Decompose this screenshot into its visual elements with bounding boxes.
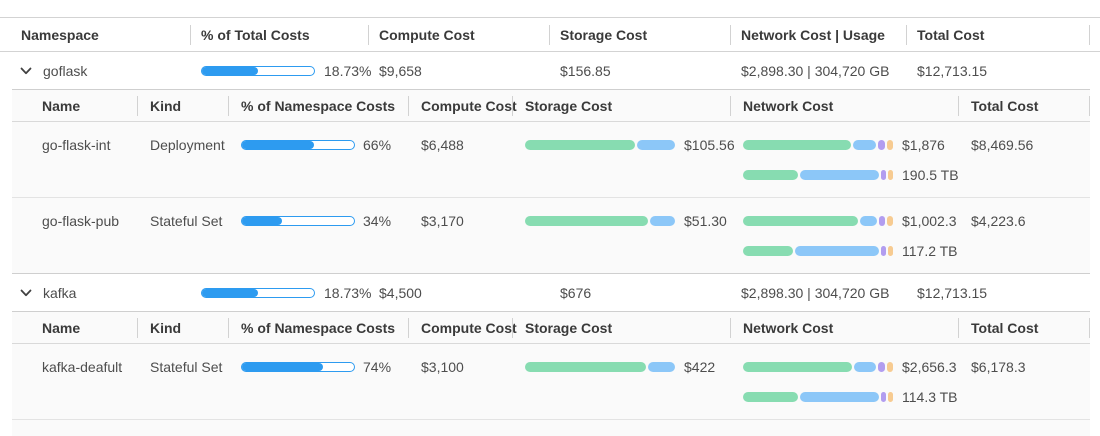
storage-cost-value: $676: [560, 284, 592, 301]
workload-row-go-flask-int[interactable]: go-flask-int Deployment 66% $6,488 $105.…: [12, 122, 1090, 197]
col-header-storage-cost[interactable]: Storage Cost: [512, 98, 730, 114]
pct-total-costs-bar: [201, 65, 315, 76]
col-header-compute-cost[interactable]: Compute Cost: [368, 27, 549, 43]
col-header-total-cost[interactable]: Total Cost: [958, 320, 1090, 336]
network-cost-usage-value: $2,898.30 | 304,720 GB: [741, 62, 890, 79]
col-header-namespace[interactable]: Namespace: [21, 26, 99, 43]
total-cost-value: $12,713.15: [917, 284, 988, 301]
storage-cost-label: $105.56: [684, 137, 735, 153]
chevron-down-icon[interactable]: [20, 67, 32, 75]
storage-cost-value: $156.85: [560, 62, 611, 79]
col-header-network-cost[interactable]: Network Cost: [730, 320, 958, 336]
total-cost-value: $4,223.6: [971, 213, 1026, 229]
workload-row-kafka-deafult[interactable]: kafka-deafult Stateful Set 74% $3,100 $4…: [12, 344, 1090, 419]
namespace-row-kafka[interactable]: kafka 18.73% $4,500 $676 $2,898.30 | 304…: [0, 274, 1100, 311]
storage-cost-bar: [525, 216, 675, 226]
chevron-down-icon[interactable]: [20, 289, 32, 297]
network-cost-bar: [743, 362, 893, 372]
workload-kind: Deployment: [150, 137, 225, 153]
total-cost-value: $6,178.3: [971, 359, 1026, 375]
network-usage-bar: [743, 170, 894, 180]
workload-header-row: Name Kind % of Namespace Costs Compute C…: [12, 90, 1090, 122]
namespace-name: goflask: [43, 62, 88, 79]
col-header-pct-namespace-costs[interactable]: % of Namespace Costs: [228, 98, 408, 114]
pct-namespace-costs-bar: [241, 362, 355, 372]
workload-row-zookeeper[interactable]: zookeeper Stateful Set 26% $1,400 $254 $…: [12, 419, 1090, 436]
col-header-network-cost[interactable]: Network Cost: [730, 98, 958, 114]
namespace-header-row: Namespace % of Total Costs Compute Cost …: [0, 17, 1100, 52]
col-header-compute-cost[interactable]: Compute Cost: [408, 320, 517, 336]
col-header-name[interactable]: Name: [42, 319, 81, 336]
col-header-network-cost-usage[interactable]: Network Cost | Usage: [730, 27, 906, 43]
col-header-name[interactable]: Name: [42, 97, 81, 114]
pct-total-costs-label: 18.73%: [324, 62, 372, 79]
col-header-pct-total-costs[interactable]: % of Total Costs: [190, 27, 368, 43]
pct-namespace-costs-label: 34%: [363, 213, 392, 229]
compute-cost-value: $4,500: [379, 284, 422, 301]
workload-name: kafka-deafult: [42, 359, 123, 375]
col-header-storage-cost[interactable]: Storage Cost: [512, 320, 730, 336]
compute-cost-value: $6,488: [421, 137, 464, 153]
network-cost-bar: [743, 216, 894, 226]
network-usage-label: 190.5 TB: [902, 167, 959, 183]
storage-cost-label: $422: [684, 359, 716, 375]
workload-table-goflask: Name Kind % of Namespace Costs Compute C…: [12, 89, 1090, 274]
storage-cost-bar: [525, 140, 675, 150]
workload-table-kafka: Name Kind % of Namespace Costs Compute C…: [12, 311, 1090, 436]
total-cost-value: $8,469.56: [971, 137, 1034, 153]
network-cost-label: $2,656.3: [902, 359, 957, 375]
namespace-row-goflask[interactable]: goflask 18.73% $9,658 $156.85 $2,898.30 …: [0, 52, 1100, 89]
workload-kind: Stateful Set: [150, 359, 223, 375]
network-usage-label: 114.3 TB: [902, 389, 958, 405]
workload-header-row: Name Kind % of Namespace Costs Compute C…: [12, 312, 1090, 344]
namespace-name: kafka: [43, 284, 77, 301]
compute-cost-value: $3,100: [421, 359, 464, 375]
total-cost-value: $12,713.15: [917, 62, 988, 79]
workload-row-go-flask-pub[interactable]: go-flask-pub Stateful Set 34% $3,170 $51…: [12, 197, 1090, 273]
col-header-kind[interactable]: Kind: [137, 98, 228, 114]
col-header-total-cost[interactable]: Total Cost: [906, 27, 1100, 43]
pct-namespace-costs-label: 66%: [363, 137, 392, 153]
compute-cost-value: $9,658: [379, 62, 422, 79]
storage-cost-label: $51.30: [684, 213, 727, 229]
network-usage-label: 117.2 TB: [902, 243, 958, 259]
compute-cost-value: $3,170: [421, 213, 464, 229]
network-usage-bar: [743, 246, 894, 256]
pct-namespace-costs-bar: [241, 216, 355, 226]
network-cost-bar: [743, 140, 894, 150]
workload-name: go-flask-int: [42, 137, 111, 153]
storage-cost-bar: [525, 362, 675, 372]
network-cost-label: $1,002.3: [902, 213, 957, 229]
pct-namespace-costs-bar: [241, 140, 355, 150]
col-header-compute-cost[interactable]: Compute Cost: [408, 98, 517, 114]
network-usage-bar: [743, 392, 894, 402]
workload-name: go-flask-pub: [42, 213, 120, 229]
network-cost-label: $1,876: [902, 137, 945, 153]
pct-total-costs-label: 18.73%: [324, 284, 372, 301]
network-cost-usage-value: $2,898.30 | 304,720 GB: [741, 284, 890, 301]
workload-kind: Stateful Set: [150, 213, 223, 229]
col-header-kind[interactable]: Kind: [137, 320, 228, 336]
pct-total-costs-bar: [201, 287, 315, 298]
col-header-total-cost[interactable]: Total Cost: [958, 98, 1090, 114]
col-header-pct-namespace-costs[interactable]: % of Namespace Costs: [228, 320, 408, 336]
col-header-storage-cost[interactable]: Storage Cost: [549, 27, 730, 43]
pct-namespace-costs-label: 74%: [363, 359, 392, 375]
